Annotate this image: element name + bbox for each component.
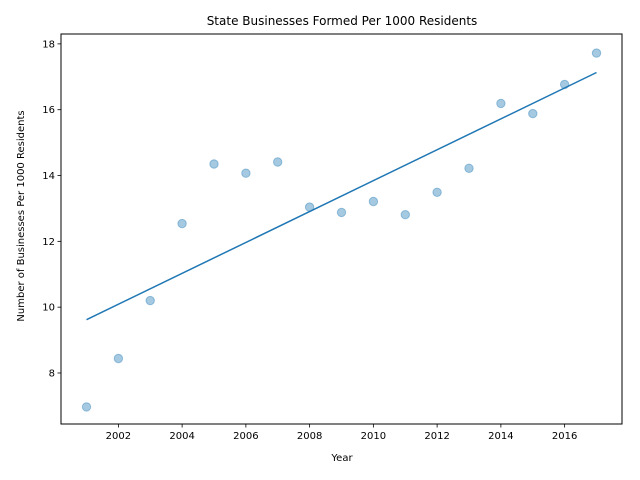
y-tick-label: 14 (42, 171, 55, 182)
data-point (113, 353, 124, 364)
y-tick-label: 10 (42, 303, 55, 314)
x-tick-label: 2016 (552, 431, 577, 442)
data-point (496, 98, 506, 109)
data-point (241, 168, 251, 178)
data-point (177, 218, 187, 229)
x-tick-label: 2006 (233, 431, 258, 442)
y-tick-label: 16 (42, 105, 55, 116)
data-point (559, 79, 570, 90)
y-tick-label: 18 (42, 39, 55, 50)
x-tick-label: 2008 (297, 431, 322, 442)
data-point (432, 187, 442, 198)
data-point (400, 210, 410, 220)
x-tick-label: 2004 (169, 431, 194, 442)
y-tick-label: 12 (42, 237, 55, 248)
y-axis: 8 10 12 14 16 18 (42, 39, 61, 379)
x-axis: 2002 2004 2006 2008 2010 2012 2014 2016 (106, 424, 577, 442)
data-point (81, 402, 92, 412)
x-tick-label: 2014 (488, 431, 513, 442)
x-tick-label: 2012 (424, 431, 449, 442)
data-point (145, 295, 155, 306)
plot-area (81, 48, 602, 412)
x-axis-label: Year (330, 453, 353, 464)
data-point (591, 48, 602, 58)
chart-title: State Businesses Formed Per 1000 Residen… (207, 14, 478, 28)
data-point (304, 202, 315, 212)
data-point (464, 163, 474, 174)
data-point (273, 157, 283, 167)
trend-line (86, 71, 597, 321)
data-point (209, 159, 219, 169)
x-tick-label: 2002 (106, 431, 131, 442)
data-point (368, 196, 379, 207)
y-axis-label: Number of Businesses Per 1000 Residents (16, 110, 27, 321)
axes-frame (60, 33, 623, 425)
y-tick-label: 8 (49, 368, 55, 379)
data-point (336, 207, 347, 218)
data-point (528, 108, 538, 119)
x-tick-label: 2010 (361, 431, 386, 442)
